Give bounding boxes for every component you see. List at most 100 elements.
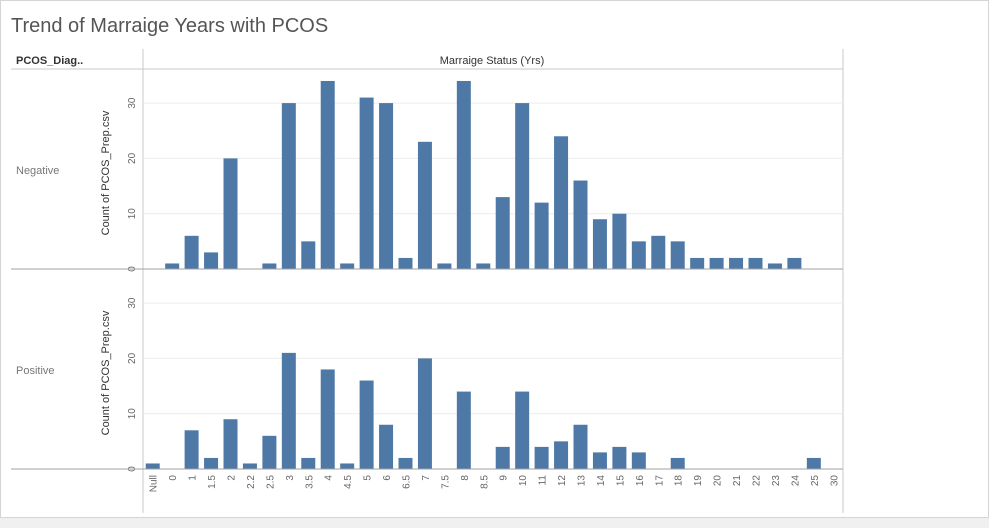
y-tick-label: 30	[127, 297, 138, 309]
x-tick-label: 3	[285, 475, 296, 481]
x-tick-label: 30	[829, 475, 840, 487]
bar-positive-1	[184, 430, 199, 469]
x-tick-label: 11	[538, 475, 549, 486]
bar-negative-19	[690, 257, 705, 269]
bar-negative-4.5	[340, 263, 355, 269]
bar-positive-4	[320, 369, 335, 469]
bar-negative-0	[165, 263, 180, 269]
y-tick-label: 30	[127, 97, 138, 109]
bar-negative-3	[281, 103, 296, 269]
bar-positive-4.5	[340, 463, 355, 469]
x-tick-label: 22	[752, 475, 763, 487]
x-tick-label: 13	[577, 475, 588, 487]
bar-positive-2.2	[242, 463, 257, 469]
bar-negative-4	[320, 80, 335, 269]
bar-negative-14	[592, 219, 607, 269]
x-tick-label: 9	[499, 475, 510, 481]
x-tick-label: 19	[693, 475, 704, 487]
y-tick-label: 20	[127, 352, 138, 364]
row-header: PCOS_Diag..	[16, 55, 83, 67]
x-tick-label: 1.5	[207, 475, 218, 489]
x-tick-label: 15	[615, 475, 626, 487]
bar-positive-25	[806, 457, 821, 469]
x-tick-label: 2.5	[265, 475, 276, 489]
bar-negative-15	[612, 213, 627, 269]
row-label-negative: Negative	[16, 165, 59, 177]
header-band	[11, 49, 843, 69]
x-tick-label: 16	[635, 475, 646, 487]
x-tick-label: 23	[771, 475, 782, 487]
y-tick-label: 10	[127, 408, 138, 420]
bar-positive-3.5	[301, 457, 316, 469]
x-tick-label: 12	[557, 475, 568, 487]
x-tick-label: 0	[168, 475, 179, 481]
bar-negative-6.5	[398, 257, 413, 269]
column-header: Marraige Status (Yrs)	[440, 55, 545, 67]
bar-negative-9	[495, 197, 510, 269]
x-tick-label: Null	[149, 475, 160, 492]
bar-positive-11	[534, 446, 549, 469]
x-tick-label: 7	[421, 475, 432, 481]
bar-negative-22	[748, 257, 763, 269]
bar-positive-15	[612, 446, 627, 469]
bar-negative-21	[729, 257, 744, 269]
bar-positive-5	[359, 380, 374, 469]
bar-negative-2	[223, 158, 238, 269]
bar-negative-11	[534, 202, 549, 269]
bar-negative-13	[573, 180, 588, 269]
x-tick-label: 1	[188, 475, 199, 481]
y-axis-title: Count of PCOS_Prep.csv	[100, 310, 112, 435]
bar-negative-5	[359, 97, 374, 269]
bar-positive-7	[417, 358, 432, 469]
bar-negative-17	[651, 235, 666, 269]
x-tick-label: 20	[713, 475, 724, 487]
x-tick-label: 2	[227, 475, 238, 481]
bar-negative-3.5	[301, 241, 316, 269]
x-axis: Null 0 1 1.5 2 2.2 2.5 3 3.5 4 4.5 5 6 6.5 7 7.5 8 8.5 9 10…	[149, 475, 841, 493]
x-tick-label: 7.5	[440, 475, 451, 489]
bar-positive-18	[670, 457, 685, 469]
x-tick-label: 21	[732, 475, 743, 487]
bar-positive-10	[515, 391, 530, 469]
bar-negative-18	[670, 241, 685, 269]
x-tick-label: 4	[324, 475, 335, 481]
bar-positive-13	[573, 424, 588, 469]
bar-negative-8.5	[476, 263, 491, 269]
bar-negative-6	[379, 103, 394, 269]
bar-negative-7	[417, 141, 432, 269]
x-tick-label: 14	[596, 475, 607, 487]
bar-negative-23	[767, 263, 782, 269]
bar-positive-3	[281, 352, 296, 469]
bar-negative-10	[515, 103, 530, 269]
x-tick-label: 3.5	[304, 475, 315, 489]
bar-negative-2.5	[262, 263, 277, 269]
bar-negative-12	[554, 136, 569, 269]
bar-negative-24	[787, 257, 802, 269]
bar-negative-16	[631, 241, 646, 269]
x-tick-label: 8.5	[479, 475, 490, 489]
bar-negative-20	[709, 257, 724, 269]
bar-positive-1.5	[204, 457, 219, 469]
x-tick-label: 8	[460, 475, 471, 481]
chart-title: Trend of Marraige Years with PCOS	[11, 15, 329, 37]
bar-positive-2.5	[262, 435, 277, 469]
x-tick-label: 4.5	[343, 475, 354, 489]
x-tick-label: 5	[363, 475, 374, 481]
x-tick-label: 10	[518, 475, 529, 487]
bar-positive-2	[223, 419, 238, 469]
bar-positive-8	[456, 391, 471, 469]
x-tick-label: 6	[382, 475, 393, 481]
bar-positive-16	[631, 452, 646, 469]
bar-positive-6	[379, 424, 394, 469]
bar-positive-9	[495, 446, 510, 469]
y-axis-title: Count of PCOS_Prep.csv	[100, 110, 112, 235]
x-tick-label: 17	[654, 475, 665, 487]
row-label-positive: Positive	[16, 365, 55, 377]
bar-negative-7.5	[437, 263, 452, 269]
x-tick-label: 18	[674, 475, 685, 487]
bar-positive-6.5	[398, 457, 413, 469]
